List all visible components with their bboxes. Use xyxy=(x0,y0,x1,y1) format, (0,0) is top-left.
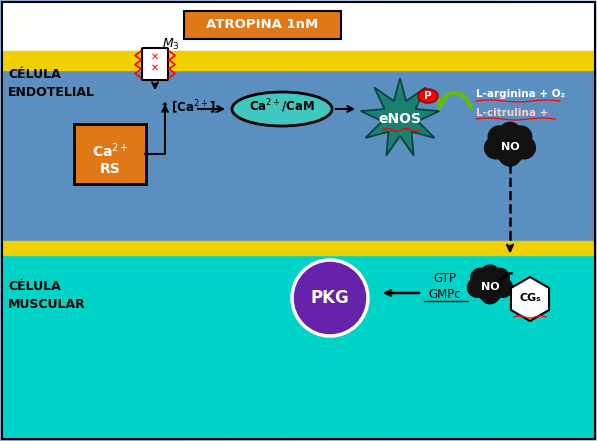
Text: RS: RS xyxy=(100,162,121,176)
FancyBboxPatch shape xyxy=(74,124,146,184)
Circle shape xyxy=(492,128,528,164)
Circle shape xyxy=(488,125,511,149)
Ellipse shape xyxy=(418,89,438,103)
Polygon shape xyxy=(511,277,549,321)
Bar xyxy=(2,70,595,246)
Text: ATROPINA 1nM: ATROPINA 1nM xyxy=(206,19,318,31)
Polygon shape xyxy=(361,78,439,156)
Text: Ca$^{2+}$/CaM: Ca$^{2+}$/CaM xyxy=(249,97,315,115)
Circle shape xyxy=(292,260,368,336)
Text: CÉLULA
MUSCULAR: CÉLULA MUSCULAR xyxy=(8,280,86,311)
Bar xyxy=(2,2,595,51)
Circle shape xyxy=(493,277,513,298)
Text: GTP: GTP xyxy=(433,273,457,285)
Circle shape xyxy=(498,143,522,167)
Circle shape xyxy=(479,284,500,304)
Text: ✕: ✕ xyxy=(151,63,159,73)
Text: $M_3$: $M_3$ xyxy=(162,37,180,52)
Text: PKG: PKG xyxy=(310,289,349,307)
Circle shape xyxy=(479,265,500,285)
Text: Ca$^{2+}$: Ca$^{2+}$ xyxy=(91,142,128,160)
Text: CÉLULA
ENDOTELIAL: CÉLULA ENDOTELIAL xyxy=(8,67,95,98)
FancyBboxPatch shape xyxy=(142,48,168,80)
Text: NO: NO xyxy=(481,282,499,292)
Text: L-citrulina +: L-citrulina + xyxy=(476,108,549,118)
Text: NO: NO xyxy=(501,142,519,152)
Circle shape xyxy=(484,136,507,160)
Bar xyxy=(2,241,595,255)
Circle shape xyxy=(509,125,533,149)
Circle shape xyxy=(489,268,510,288)
Circle shape xyxy=(470,268,491,288)
Bar xyxy=(2,255,595,439)
Bar xyxy=(2,51,595,70)
FancyBboxPatch shape xyxy=(184,11,341,39)
Circle shape xyxy=(498,122,522,145)
Text: ✕: ✕ xyxy=(151,52,159,62)
Ellipse shape xyxy=(232,92,332,126)
Text: P: P xyxy=(424,91,432,101)
Text: eNOS: eNOS xyxy=(378,112,421,126)
Text: $\uparrow$[Ca$^{2+}$]$_i$: $\uparrow$[Ca$^{2+}$]$_i$ xyxy=(157,98,219,117)
Circle shape xyxy=(467,277,488,298)
Text: GMPc: GMPc xyxy=(429,288,461,302)
Text: CGₛ: CGₛ xyxy=(519,293,541,303)
Circle shape xyxy=(513,136,536,160)
Circle shape xyxy=(474,270,506,302)
Text: L-arginina + O₂: L-arginina + O₂ xyxy=(476,89,565,99)
